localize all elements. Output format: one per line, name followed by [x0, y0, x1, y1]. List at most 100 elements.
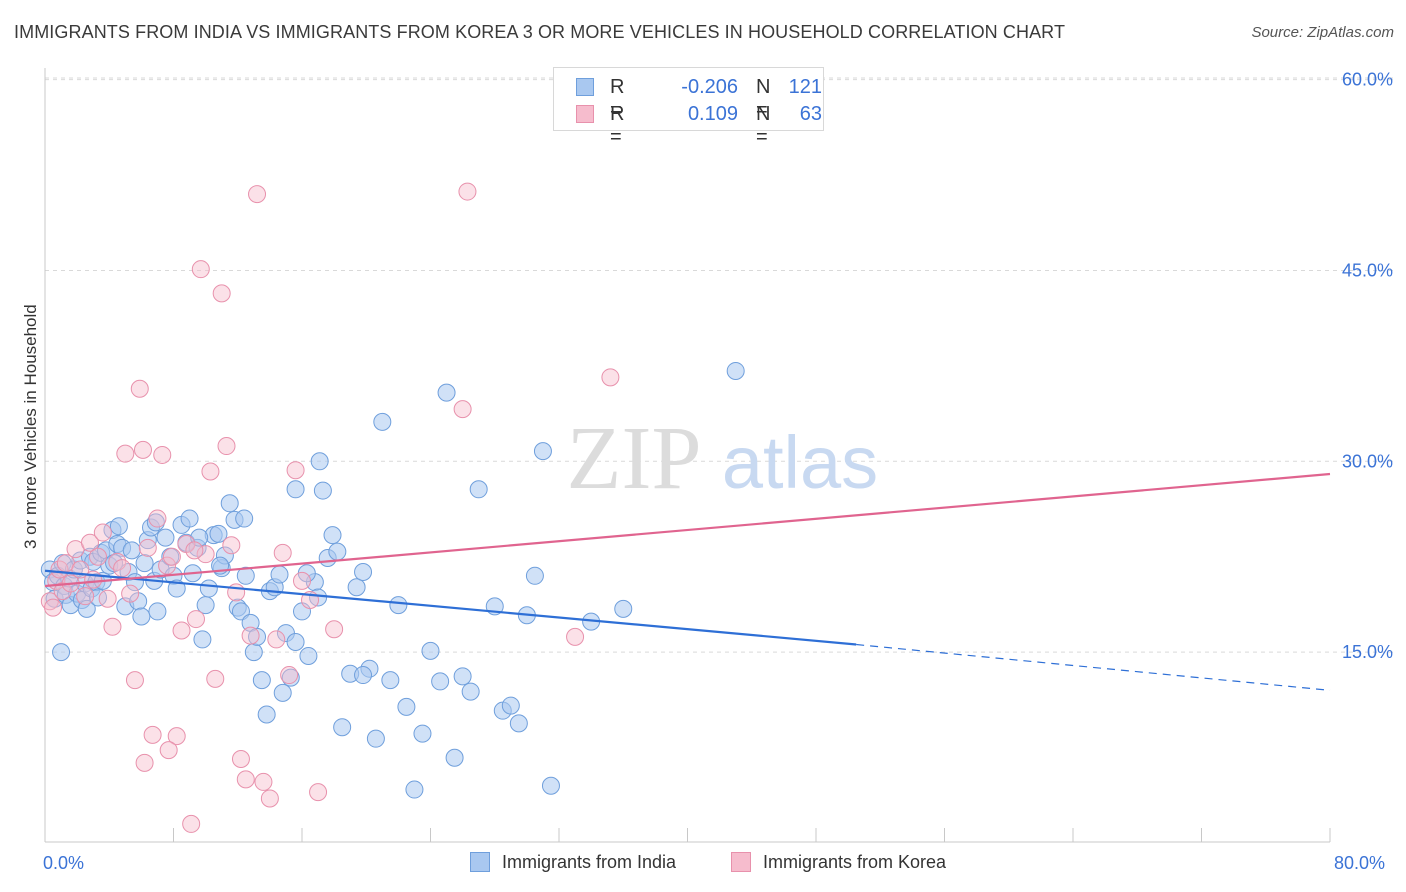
korea-legend-label: Immigrants from Korea [763, 852, 947, 872]
korea-swatch [576, 105, 594, 123]
korea-point [76, 587, 95, 606]
n-label: N = [756, 103, 771, 148]
india-point [405, 780, 424, 799]
korea-point [159, 741, 178, 760]
india-point [148, 602, 167, 621]
korea-point [236, 770, 255, 789]
korea-point [227, 583, 246, 602]
india-point [541, 776, 560, 795]
korea-point [158, 556, 177, 575]
india-point [236, 566, 255, 585]
india-point [381, 671, 400, 690]
source-credit: Source: ZipAtlas.com [1251, 24, 1394, 41]
korea-point [260, 789, 279, 808]
korea-point [113, 559, 132, 578]
india-point [310, 452, 329, 471]
india-point [397, 697, 416, 716]
y-tick-label: 15.0% [1342, 642, 1393, 662]
grid-lines [45, 77, 1395, 653]
korea-point [98, 589, 117, 608]
trend-lines [44, 472, 1331, 691]
india-point [109, 517, 128, 536]
india-point [525, 566, 544, 585]
india-point [89, 588, 108, 607]
india-swatch [576, 78, 594, 96]
korea-point [186, 610, 205, 629]
india-point [244, 643, 263, 662]
korea-point [293, 571, 311, 590]
india-point [156, 528, 175, 547]
korea-point [566, 627, 585, 646]
korea-point [162, 547, 181, 566]
korea-point [231, 750, 250, 769]
watermark-atlas: atlas [722, 421, 878, 504]
x-tick-min: 0.0% [43, 853, 85, 873]
korea-point [135, 753, 154, 772]
y-tick-label: 45.0% [1342, 260, 1393, 280]
india-point [323, 526, 342, 545]
korea-point [273, 543, 292, 562]
korea-point [182, 814, 201, 833]
india-point [347, 578, 366, 597]
y-tick-label: 30.0% [1342, 451, 1393, 471]
india-point [421, 641, 440, 660]
india-point [726, 361, 745, 380]
korea-point [125, 671, 144, 690]
india-point [533, 442, 552, 461]
korea-point [280, 666, 299, 685]
india-trend-line [44, 569, 857, 646]
korea-point [93, 523, 112, 542]
india-trend-extension [856, 643, 1331, 691]
india-point [469, 480, 488, 499]
watermark-zip: ZIP [567, 409, 702, 508]
india-point [389, 596, 408, 615]
india-legend-label: Immigrants from India [502, 852, 677, 872]
india-point [270, 565, 289, 584]
korea-points [40, 182, 620, 833]
india-point [220, 494, 239, 513]
korea-point [143, 725, 162, 744]
korea-point [191, 260, 210, 279]
india-point [273, 683, 292, 702]
india-point [333, 718, 352, 737]
india-point [354, 666, 373, 685]
y-axis-label: 3 or more Vehicles in Household [21, 304, 40, 549]
india-point [167, 579, 186, 598]
korea-point [167, 727, 186, 746]
india-point [132, 607, 151, 626]
korea-point [601, 368, 620, 387]
axes [44, 68, 1331, 843]
india-point [299, 646, 318, 665]
india-point [437, 383, 456, 402]
korea-point [222, 536, 241, 555]
india-point [257, 705, 276, 724]
korea-point [309, 783, 328, 802]
korea-point [201, 462, 220, 481]
korea-legend-swatch [731, 852, 751, 872]
korea-trend-line [44, 472, 1331, 588]
india-point [445, 748, 464, 767]
india-point [461, 682, 480, 701]
india-point [122, 541, 141, 560]
india-point [354, 562, 373, 581]
correlation-legend: R = -0.206 N = 121 R = 0.109 N = 63 [553, 67, 824, 148]
korea-r-value: 0.109 [687, 103, 738, 125]
korea-point [241, 626, 260, 645]
korea-point [212, 284, 231, 303]
india-point [509, 714, 528, 733]
india-point [286, 480, 305, 499]
korea-point [89, 547, 108, 566]
korea-point [286, 461, 305, 480]
korea-point [248, 185, 267, 204]
india-point [193, 630, 212, 649]
india-points [40, 361, 745, 799]
korea-n-value: 63 [799, 103, 822, 125]
india-point [313, 481, 332, 500]
korea-point [196, 545, 215, 564]
korea-point [130, 379, 149, 398]
india-point [328, 542, 347, 561]
korea-point [325, 620, 344, 639]
korea-point [458, 182, 477, 201]
korea-point [50, 560, 69, 579]
india-n-value: 121 [788, 76, 822, 98]
